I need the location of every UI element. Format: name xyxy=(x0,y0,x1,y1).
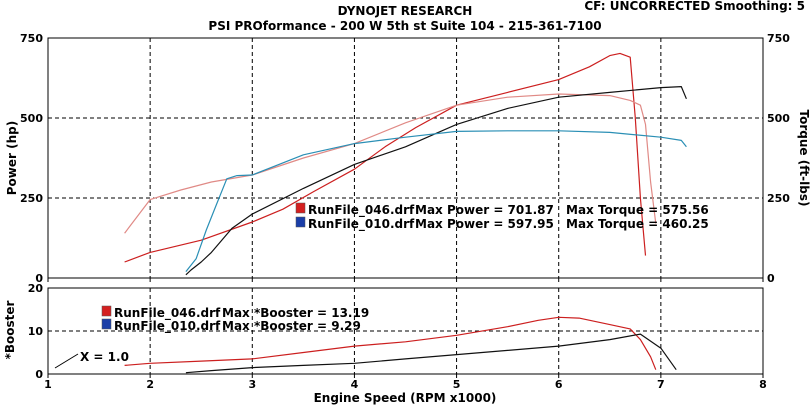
booster-annotation: X = 1.0 xyxy=(80,350,129,364)
booster-swatch-010 xyxy=(101,318,112,330)
booster-legend-file-046: RunFile_046.drf xyxy=(114,306,221,321)
x-tick-label: 6 xyxy=(555,378,563,391)
legend-file-046: RunFile_046.drf xyxy=(308,203,415,218)
power-plot-ticks: 0 250 500 750 0 250 500 750 xyxy=(20,32,790,285)
legend-swatch-046 xyxy=(295,202,306,214)
x-axis-label: Engine Speed (RPM x1000) xyxy=(314,391,497,405)
legend-power-046: Max Power = 701.87 xyxy=(415,203,554,217)
booster-y-tick-label: 10 xyxy=(28,325,44,338)
booster-series-line-1 xyxy=(185,333,677,374)
booster-y-tick-label: 20 xyxy=(28,282,44,295)
power-plot-frame xyxy=(47,37,764,279)
power-y-tick-label: 250 xyxy=(20,192,43,205)
booster-legend-max-046: Max *Booster = 13.19 xyxy=(222,306,369,320)
legend-file-010: RunFile_010.drf xyxy=(308,217,415,232)
legend-swatch-010 xyxy=(295,216,306,228)
booster-y-tick-label: 0 xyxy=(35,368,43,381)
cf-status: CF: UNCORRECTED Smoothing: 5 xyxy=(584,0,805,13)
booster-legend-max-010: Max *Booster = 9.29 xyxy=(222,319,361,333)
x-tick-label: 8 xyxy=(759,378,767,391)
power-y-tick-label: 0 xyxy=(35,272,43,285)
power-y-tick-label: 750 xyxy=(20,32,43,45)
booster-legend-file-010: RunFile_010.drf xyxy=(114,319,221,334)
booster-legend: RunFile_046.drf Max *Booster = 13.19 Run… xyxy=(101,305,369,334)
power-plot-lines xyxy=(124,52,687,276)
chart-subtitle: PSI PROformance - 200 W 5th st Suite 104… xyxy=(208,19,601,33)
x-tick-label: 4 xyxy=(351,378,359,391)
legend-power-010: Max Power = 597.95 xyxy=(415,217,554,231)
power-y-right-tick-label: 250 xyxy=(767,192,790,205)
booster-plot-grid xyxy=(48,288,763,374)
power-y-right-tick-label: 500 xyxy=(767,112,790,125)
power-y-right-tick-label: 0 xyxy=(767,272,775,285)
chart-title: DYNOJET RESEARCH xyxy=(338,4,473,18)
power-series-line-1 xyxy=(124,93,657,234)
power-axis-label: Power (hp) xyxy=(5,121,19,195)
x-tick-label: 3 xyxy=(248,378,256,391)
legend-torque-046: Max Torque = 575.56 xyxy=(566,203,709,217)
legend-torque-010: Max Torque = 460.25 xyxy=(566,217,709,231)
x-tick-label: 2 xyxy=(146,378,154,391)
booster-plot-lines xyxy=(124,316,677,374)
x-tick-label: 7 xyxy=(657,378,665,391)
power-legend: RunFile_046.drf Max Power = 701.87 Max T… xyxy=(295,202,709,232)
power-series-line-2 xyxy=(185,85,687,276)
power-y-tick-label: 500 xyxy=(20,112,43,125)
booster-axis-label: *Booster xyxy=(3,301,17,360)
annotation-leader-line xyxy=(54,353,79,369)
torque-axis-label: Torque (ft-lbs) xyxy=(797,110,811,207)
booster-plot-ticks: 1 2 3 4 5 6 7 8 0 10 20 xyxy=(28,282,767,391)
booster-series-line-0 xyxy=(124,316,657,370)
x-tick-label: 5 xyxy=(453,378,461,391)
power-series-line-3 xyxy=(185,130,687,272)
power-y-right-tick-label: 750 xyxy=(767,32,790,45)
x-tick-label: 1 xyxy=(44,378,52,391)
booster-swatch-046 xyxy=(101,305,112,317)
